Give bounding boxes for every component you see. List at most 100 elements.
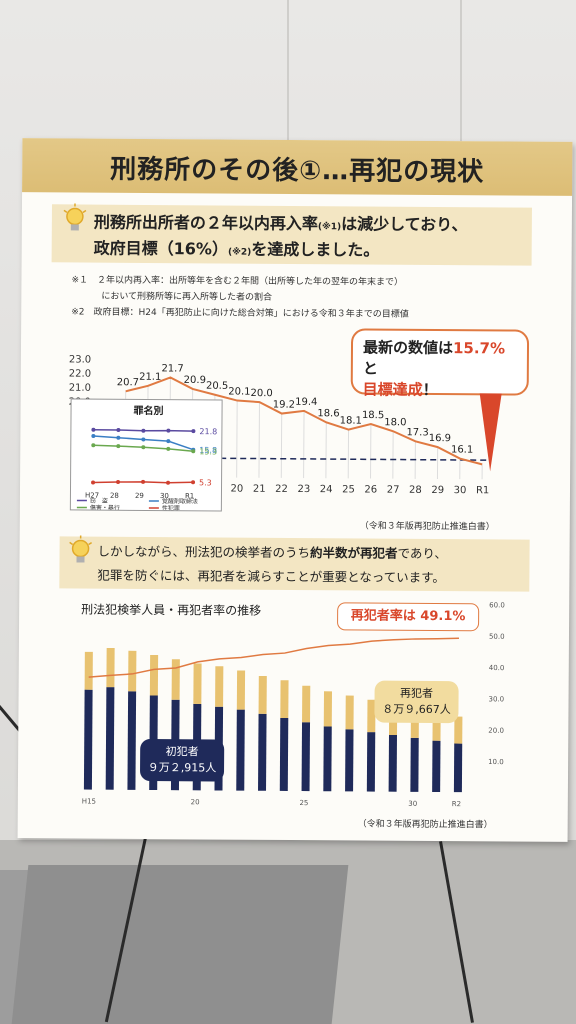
inset-point (91, 480, 96, 485)
footnote-1b: において刑務所等に再入所等した者の割合 (101, 291, 273, 303)
bar-repeat-offender (280, 680, 289, 719)
target-line (200, 457, 491, 461)
inset-legend-label: 覚醒剤取締法 (162, 497, 198, 505)
data-label: 21.7 (161, 363, 183, 374)
right-axis-label: 20.0 (488, 727, 504, 735)
inset-point (116, 435, 121, 440)
headline-1-line-2: 政府目標（16%）(※2)を達成しました。 (93, 238, 380, 260)
data-label: 18.5 (362, 410, 384, 421)
data-label: 20.5 (206, 381, 228, 392)
x-tick-label: 27 (387, 485, 400, 496)
bar-repeat-offender (323, 691, 333, 727)
poster-board: 刑務所のその後①…再犯の現状 刑務所出所者の２年以内再入率(※1)は減少しており… (17, 138, 573, 842)
source-note-2: （令和３年版再犯防止推進白書） (357, 819, 493, 831)
x-tick-label: 29 (431, 485, 444, 496)
data-label: 18.0 (384, 417, 406, 428)
x-tick-label: 28 (409, 485, 422, 496)
x-tick-label: 22 (275, 484, 288, 495)
data-label: 20.7 (117, 377, 139, 388)
floor-mat (11, 865, 349, 1024)
y-tick-label: 22.0 (69, 369, 91, 380)
bar-first-offender (388, 734, 397, 792)
inset-point (191, 449, 196, 454)
bar-first-offender (453, 743, 463, 793)
data-label: 19.4 (295, 397, 317, 408)
arrest-and-recidivism-chart: 60.0 50.0 40.0 30.0 20.0 10.0 H15 20 25 30 R2 (82, 601, 505, 808)
x-tick-label: 25 (342, 484, 355, 495)
headline-1-line-1: 刑務所出所者の２年以内再入率(※1)は減少しており、 (93, 212, 468, 235)
bar-repeat-offender (149, 654, 159, 696)
inset-point (91, 433, 96, 438)
bar-first-offender (258, 713, 267, 791)
bar-repeat-offender (454, 716, 463, 744)
x-axis-label: R2 (452, 800, 461, 808)
bar-repeat-offender (258, 676, 267, 714)
data-label: 16.1 (451, 444, 473, 455)
inset-point (166, 439, 171, 444)
rate-line (125, 376, 483, 466)
inset-point (116, 480, 121, 485)
inset-point (141, 428, 146, 433)
poster-title: 刑務所のその後①…再犯の現状 (110, 154, 485, 188)
x-tick-label: 26 (364, 484, 377, 495)
data-label: 18.6 (317, 408, 339, 419)
x-axis-label: H15 (82, 798, 96, 806)
x-tick-label: 21 (253, 484, 266, 495)
inset-point (166, 428, 171, 433)
data-label: 17.3 (406, 427, 428, 438)
bar-first-offender (279, 718, 289, 791)
headline-2-line-2: 犯罪を防ぐには、再犯者を減らすことが重要となっています。 (97, 567, 445, 586)
x-tick-label: R1 (476, 485, 489, 496)
offense-type-inset: 罪名別 21.8 15.8 15.3 5.3 H27 28 29 30 R1 窃 盗 覚醒剤取締法 傷害… (69, 398, 223, 512)
bar-first-offender (345, 729, 354, 792)
bar-repeat-offender (345, 695, 354, 730)
right-axis-label: 50.0 (489, 633, 505, 641)
callout-pointer-icon (479, 393, 502, 472)
bar-repeat-offender (236, 670, 246, 710)
data-label: 21.1 (139, 372, 161, 383)
y-tick-label: 21.0 (69, 383, 91, 394)
inset-title: 罪名別 (134, 404, 164, 417)
right-axis-label: 10.0 (488, 758, 504, 766)
x-tick-label: 30 (454, 485, 467, 496)
inset-end-value: 15.3 (199, 447, 217, 456)
inset-end-value: 15.8 (199, 446, 217, 455)
bar-first-offender (83, 689, 93, 790)
bar-repeat-offender (367, 699, 376, 733)
grid-line (258, 402, 260, 478)
inset-point (166, 480, 171, 485)
bar-repeat-offender (215, 666, 224, 707)
bar-repeat-offender (84, 651, 93, 690)
bar-repeat-offender (171, 659, 180, 700)
grid-line (236, 400, 238, 478)
inset-legend-label: 窃 盗 (90, 497, 108, 505)
inset-point (116, 444, 121, 449)
inset-point (191, 429, 196, 434)
x-axis-label: 30 (408, 800, 417, 808)
headline-2-line-1: しかしながら、刑法犯の検挙者のうち約半数が再犯者であり、 (97, 543, 448, 562)
latest-value-callout: 最新の数値は15.7%と 目標達成！ (350, 328, 530, 399)
bar-repeat-offender (106, 647, 115, 688)
offense-type-chart: 罪名別 21.8 15.815.3 5.3 H27 28 29 30 R1 窃 盗 覚醒剤取締法傷害… (76, 404, 217, 512)
inset-x-label: 28 (110, 492, 119, 500)
bar-repeat-offender (193, 663, 202, 704)
data-label: 20.0 (251, 388, 273, 399)
x-tick-label: 24 (320, 484, 333, 495)
inset-x-label: H27 (85, 492, 99, 500)
inset-point (166, 446, 171, 451)
bar-first-offender (323, 726, 332, 792)
bar-first-offender (127, 691, 137, 790)
source-note-1: （令和３年版再犯防止推進白書） (359, 521, 495, 533)
right-axis-label: 40.0 (489, 664, 505, 672)
inset-point (141, 445, 146, 450)
bar-first-offender (105, 687, 115, 790)
right-axis-label: 60.0 (489, 601, 505, 609)
x-axis-label: 25 (299, 799, 308, 807)
inset-point (141, 437, 146, 442)
bar-first-offender (432, 740, 441, 793)
x-tick-label: 23 (297, 484, 310, 495)
footnote-2: ※2 政府目標：H24「再犯防止に向けた総合対策」における令和３年までの目標値 (71, 307, 409, 320)
first-offender-label: 初犯者 ９万２,915人 (139, 738, 225, 782)
y-tick-label: 23.0 (69, 354, 91, 365)
recidivism-rate-line (88, 637, 459, 678)
